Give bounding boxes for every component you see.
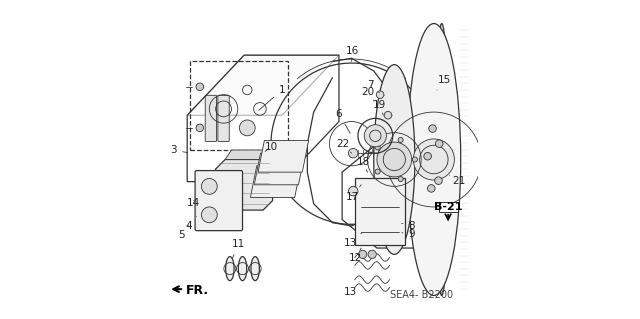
Text: 7: 7 [367, 80, 380, 93]
Ellipse shape [226, 256, 234, 281]
Circle shape [364, 125, 387, 147]
Circle shape [202, 178, 217, 194]
Polygon shape [216, 160, 273, 210]
Circle shape [376, 91, 384, 99]
Text: 20: 20 [362, 87, 374, 101]
Polygon shape [254, 153, 305, 185]
Text: FR.: FR. [186, 284, 209, 297]
Text: 3: 3 [171, 145, 188, 155]
Text: 5: 5 [178, 225, 189, 241]
Circle shape [202, 207, 217, 223]
Polygon shape [187, 55, 339, 115]
FancyBboxPatch shape [205, 95, 216, 141]
Circle shape [348, 186, 358, 196]
Text: 13: 13 [344, 282, 359, 297]
FancyBboxPatch shape [218, 95, 229, 141]
Ellipse shape [374, 65, 415, 254]
Text: 17: 17 [346, 185, 361, 202]
Text: 9: 9 [402, 229, 415, 240]
Circle shape [398, 137, 403, 143]
Text: B-21: B-21 [434, 202, 462, 212]
Text: 6: 6 [335, 109, 350, 133]
FancyBboxPatch shape [195, 171, 243, 231]
Text: SEA4- B2200: SEA4- B2200 [390, 291, 452, 300]
Circle shape [358, 250, 367, 258]
Text: 12: 12 [349, 248, 362, 263]
Text: 13: 13 [344, 233, 362, 248]
Circle shape [428, 185, 435, 192]
Text: 16: 16 [346, 46, 359, 62]
Polygon shape [258, 141, 308, 172]
Text: 8: 8 [402, 221, 415, 231]
Text: 22: 22 [336, 139, 351, 153]
Text: 10: 10 [264, 142, 278, 152]
Text: 15: 15 [437, 75, 451, 90]
Circle shape [398, 176, 403, 182]
Circle shape [435, 177, 442, 184]
Text: 21: 21 [450, 175, 466, 186]
Ellipse shape [407, 24, 461, 295]
Circle shape [368, 250, 376, 258]
FancyBboxPatch shape [439, 202, 458, 212]
Circle shape [348, 148, 358, 158]
Ellipse shape [238, 256, 247, 281]
Polygon shape [225, 150, 273, 160]
Text: 4: 4 [186, 216, 196, 231]
Circle shape [424, 152, 431, 160]
Circle shape [375, 145, 380, 150]
Text: 18: 18 [356, 157, 370, 172]
Circle shape [196, 124, 204, 132]
Circle shape [384, 111, 392, 119]
Circle shape [196, 83, 204, 91]
Polygon shape [250, 166, 301, 197]
Circle shape [413, 139, 454, 180]
Circle shape [412, 157, 417, 162]
Circle shape [435, 140, 443, 147]
Circle shape [429, 125, 436, 132]
Text: 19: 19 [373, 100, 386, 115]
Circle shape [377, 142, 412, 177]
Circle shape [239, 120, 255, 136]
Text: 11: 11 [232, 239, 245, 258]
Text: 1: 1 [259, 85, 285, 110]
Ellipse shape [435, 24, 449, 295]
Ellipse shape [251, 256, 259, 281]
Text: 14: 14 [187, 198, 200, 208]
Circle shape [375, 169, 380, 174]
FancyBboxPatch shape [355, 178, 405, 245]
